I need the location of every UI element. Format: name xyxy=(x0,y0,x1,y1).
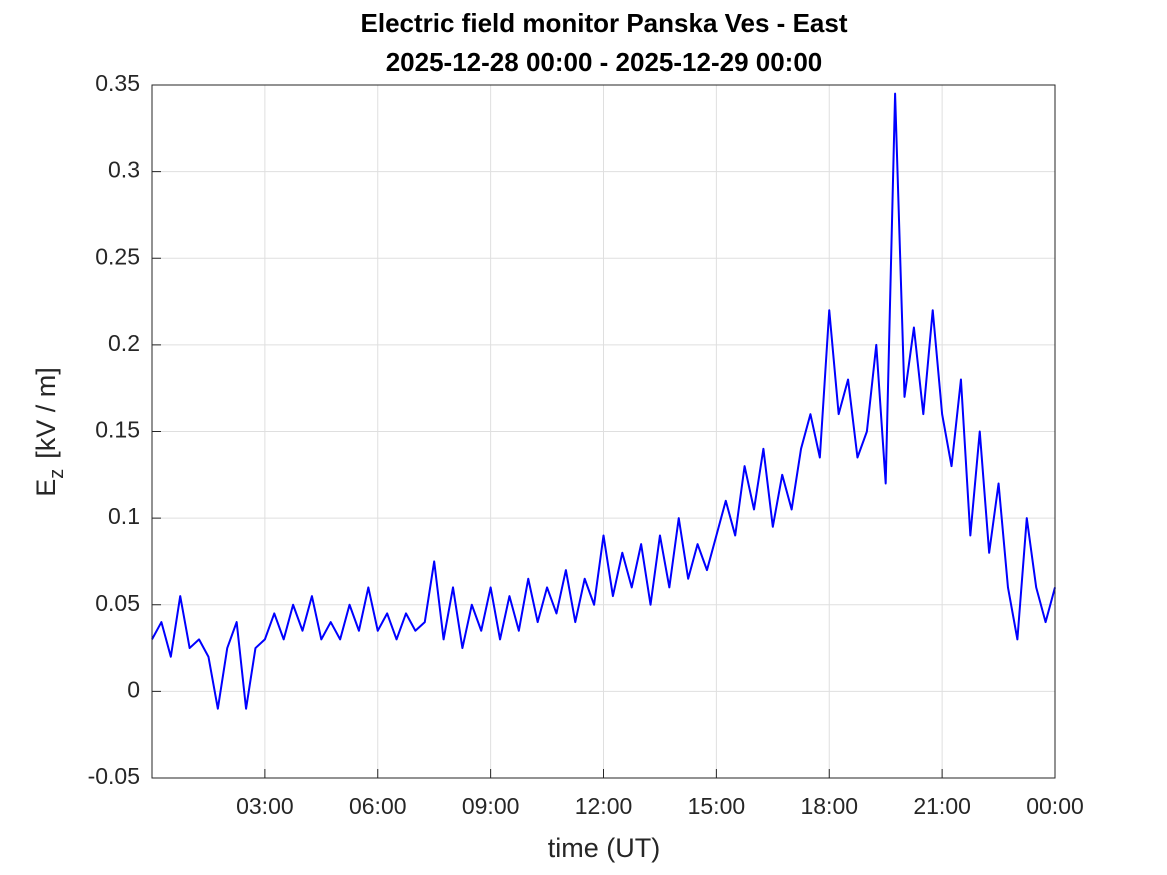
x-tick-label: 12:00 xyxy=(575,793,633,819)
x-tick-label: 00:00 xyxy=(1026,793,1084,819)
x-tick-label: 03:00 xyxy=(236,793,294,819)
y-tick-label: -0.05 xyxy=(88,763,140,789)
y-tick-label: 0.3 xyxy=(108,157,140,183)
chart-title: Electric field monitor Panska Ves - East xyxy=(361,8,848,38)
x-axis-label: time (UT) xyxy=(548,833,660,863)
x-tick-label: 15:00 xyxy=(688,793,746,819)
y-tick-label: 0.15 xyxy=(95,417,140,443)
y-tick-label: 0.05 xyxy=(95,590,140,616)
y-tick-label: 0.2 xyxy=(108,330,140,356)
data-line xyxy=(151,92,1056,710)
y-tick-label: 0.25 xyxy=(95,243,140,269)
x-tick-label: 21:00 xyxy=(913,793,971,819)
y-axis-label: Ez [kV / m] xyxy=(31,367,68,497)
y-tick-label: 0.35 xyxy=(95,70,140,96)
y-tick-label: 0 xyxy=(127,676,140,702)
x-tick-label: 09:00 xyxy=(462,793,520,819)
x-tick-label: 06:00 xyxy=(349,793,407,819)
y-label-sub: z xyxy=(46,469,68,479)
y-tick-label: 0.1 xyxy=(108,503,140,529)
y-label-unit: [kV / m] xyxy=(31,367,61,459)
y-label-main: E xyxy=(31,479,61,497)
x-tick-label: 18:00 xyxy=(800,793,858,819)
plot-frame xyxy=(151,84,1056,779)
chart-subtitle: 2025-12-28 00:00 - 2025-12-29 00:00 xyxy=(386,47,823,77)
